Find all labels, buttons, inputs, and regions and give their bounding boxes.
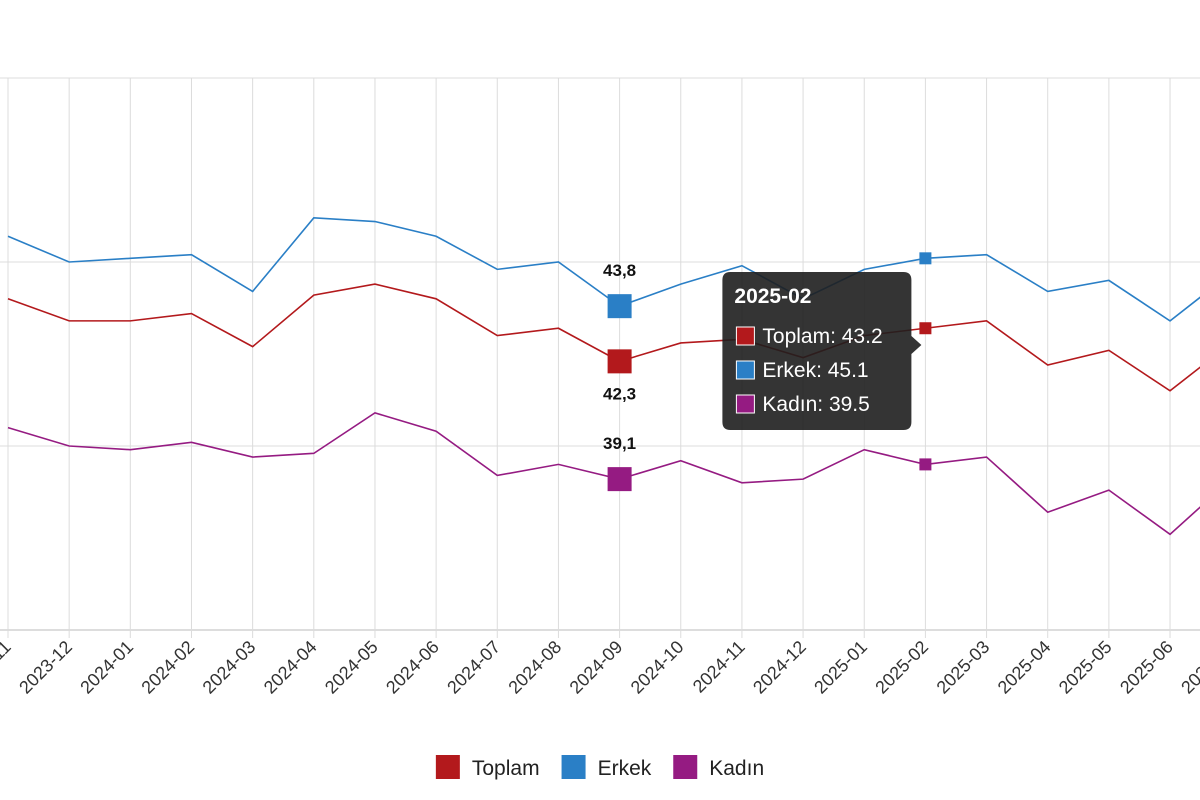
- x-tick-label: 2025-05: [1055, 637, 1116, 698]
- x-tick-label: 2024-11: [689, 637, 749, 697]
- x-tick-label: 2024-12: [749, 637, 810, 698]
- tooltip-box: [722, 272, 922, 430]
- x-tick-label: 2025-06: [1116, 637, 1177, 698]
- point-marker: [607, 294, 632, 319]
- x-tick-label: 2024-05: [321, 637, 382, 698]
- legend-swatch: [435, 755, 460, 779]
- x-tick-label: 2025-02: [871, 637, 932, 698]
- hover-marker: [919, 322, 932, 335]
- legend-swatch: [673, 755, 698, 779]
- data-label: 43,8: [603, 261, 636, 280]
- tooltip-swatch: [735, 326, 755, 346]
- hover-marker: [919, 252, 932, 265]
- x-tick-label: 2024-08: [504, 637, 565, 698]
- x-tick-label: 2024-04: [260, 637, 321, 698]
- legend-label: Erkek: [598, 757, 652, 780]
- x-tick-label: 2025-03: [933, 637, 994, 698]
- tooltip-swatch: [735, 394, 755, 414]
- x-tick-label: 2023-11: [0, 637, 15, 697]
- legend-label: Toplam: [472, 757, 540, 780]
- x-tick-label: 2024-06: [382, 637, 443, 698]
- x-tick-label: 2024-01: [76, 637, 137, 698]
- x-tick-label: 2024-02: [137, 637, 198, 698]
- hover-marker: [919, 458, 932, 471]
- tooltip-line: Toplam: 43.2: [762, 325, 882, 348]
- x-tick-label: 2023-12: [15, 637, 76, 698]
- tooltip: 2025-02 Toplam: 43.2 Erkek: 45.1 Kadın: 39.…: [722, 272, 922, 430]
- tooltip-line: Erkek: 45.1: [762, 359, 868, 382]
- x-tick-label: 2025-01: [810, 637, 871, 698]
- data-label: 39,1: [603, 434, 636, 453]
- x-tick-label: 2024-09: [566, 637, 627, 698]
- point-marker: [607, 349, 632, 374]
- legend-swatch: [561, 755, 586, 779]
- tooltip-line: Kadın: 39.5: [762, 393, 869, 416]
- data-label: 42,3: [603, 384, 636, 403]
- x-tick-label: 2024-07: [443, 637, 504, 698]
- legend: Toplam Erkek Kadın: [435, 755, 764, 780]
- x-tick-label: 2024-03: [199, 637, 260, 698]
- tooltip-title: 2025-02: [734, 285, 811, 308]
- x-tick-label: 2025-04: [994, 637, 1055, 698]
- x-tick-label: 2025-07: [1177, 637, 1200, 698]
- tooltip-swatch: [735, 360, 755, 380]
- x-tick-label: 2024-10: [627, 637, 688, 698]
- legend-label: Kadın: [709, 757, 764, 780]
- series-line: [7, 412, 1200, 536]
- point-marker: [607, 467, 632, 492]
- series-line: [7, 283, 1200, 392]
